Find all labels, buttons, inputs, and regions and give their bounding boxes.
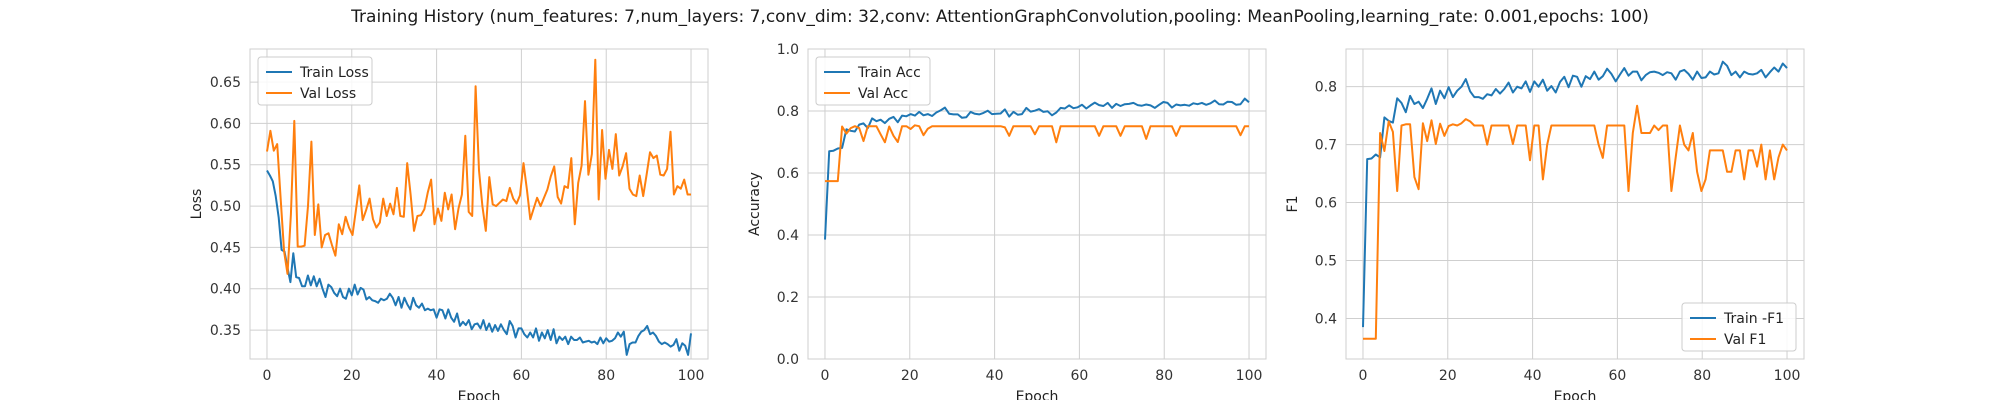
x-tick-label: 0 <box>263 368 272 384</box>
figure-title: Training History (num_features: 7,num_la… <box>350 7 1649 27</box>
val-f1-series-line <box>1363 104 1788 340</box>
x-tick-label: 80 <box>1693 368 1711 384</box>
x-axis-label: Epoch <box>1016 389 1059 400</box>
x-tick-label: 40 <box>1524 368 1542 384</box>
x-tick-label: 60 <box>1608 368 1626 384</box>
y-tick-label: 0.0 <box>777 352 799 368</box>
x-tick-label: 100 <box>1774 368 1801 384</box>
y-tick-label: 0.4 <box>1315 311 1337 327</box>
y-tick-label: 0.5 <box>1315 253 1337 269</box>
y-axis-label: Accuracy <box>747 172 763 236</box>
y-axis-label: F1 <box>1285 196 1301 213</box>
f1-chart-panel: 0 20 40 60 80 100 0.4 0.5 0.6 0.7 0.8 Epoch F1 Train … <box>1285 48 1805 400</box>
y-tick-label: 0.40 <box>210 282 241 298</box>
legend-entry: Train -F1 <box>1723 311 1784 327</box>
x-tick-label: 80 <box>597 368 615 384</box>
y-tick-label: 0.45 <box>210 240 241 256</box>
legend: Train Loss Val Loss <box>257 56 373 106</box>
y-tick-label: 0.4 <box>777 228 799 244</box>
x-tick-label: 0 <box>821 368 830 384</box>
y-tick-label: 0.55 <box>210 158 241 174</box>
x-tick-label: 0 <box>1359 368 1368 384</box>
x-tick-label: 20 <box>901 368 919 384</box>
y-tick-label: 1.0 <box>777 42 799 58</box>
train-acc-series-line <box>824 97 1250 240</box>
x-axis-label: Epoch <box>1554 389 1597 400</box>
y-tick-label: 0.6 <box>777 166 799 182</box>
x-tick-label: 40 <box>986 368 1004 384</box>
y-tick-label: 0.6 <box>1315 196 1337 212</box>
y-tick-label: 0.8 <box>777 104 799 120</box>
legend-entry: Val Acc <box>858 86 908 102</box>
y-tick-label: 0.2 <box>777 290 799 306</box>
legend-entry: Train Acc <box>857 65 921 81</box>
x-tick-label: 60 <box>1070 368 1088 384</box>
legend-entry: Val F1 <box>1724 332 1766 348</box>
x-tick-label: 20 <box>343 368 361 384</box>
train-f1-series-line <box>1362 60 1788 328</box>
y-axis-label: Loss <box>189 189 205 220</box>
y-tick-label: 0.35 <box>210 323 241 339</box>
loss-chart-panel: 0 20 40 60 80 100 0.35 0.40 0.45 0.50 0.55 0.60 0.65… <box>189 48 709 400</box>
y-tick-label: 0.65 <box>210 75 241 91</box>
val-acc-series-line <box>825 124 1249 183</box>
accuracy-chart-panel: 0 20 40 60 80 100 0.0 0.2 0.4 0.6 0.8 1.0 Epoch Accur… <box>747 42 1267 400</box>
x-tick-label: 100 <box>678 368 705 384</box>
legend: Train Acc Val Acc <box>815 56 931 106</box>
train-loss-series-line <box>266 169 692 356</box>
y-tick-label: 0.8 <box>1315 80 1337 96</box>
x-tick-label: 20 <box>1439 368 1457 384</box>
x-axis-label: Epoch <box>458 389 501 400</box>
y-tick-label: 0.50 <box>210 199 241 215</box>
x-tick-label: 40 <box>428 368 446 384</box>
val-loss-series-line <box>266 58 691 275</box>
x-tick-label: 60 <box>512 368 530 384</box>
x-tick-label: 80 <box>1155 368 1173 384</box>
y-tick-label: 0.60 <box>210 116 241 132</box>
y-tick-label: 0.7 <box>1315 138 1337 154</box>
x-tick-label: 100 <box>1236 368 1263 384</box>
legend-entry: Train Loss <box>299 65 369 81</box>
legend-entry: Val Loss <box>300 86 356 102</box>
legend: Train -F1 Val F1 <box>1681 302 1797 352</box>
